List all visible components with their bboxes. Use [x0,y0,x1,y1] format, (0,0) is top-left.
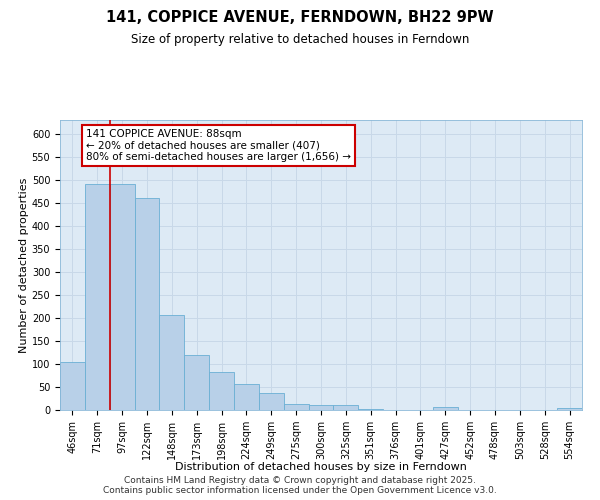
Bar [110,184,134,410]
Bar [134,198,160,410]
Bar [184,355,209,410]
Text: Size of property relative to detached houses in Ferndown: Size of property relative to detached ho… [131,32,469,46]
Text: Contains HM Land Registry data © Crown copyright and database right 2025.
Contai: Contains HM Land Registry data © Crown c… [103,476,497,495]
Bar [60,362,85,410]
Text: 141 COPPICE AVENUE: 88sqm
← 20% of detached houses are smaller (407)
80% of semi: 141 COPPICE AVENUE: 88sqm ← 20% of detac… [86,128,351,162]
Y-axis label: Number of detached properties: Number of detached properties [19,178,29,352]
Bar [160,314,184,410]
Bar [209,372,234,410]
Bar [557,408,582,410]
Bar [334,406,358,410]
X-axis label: Distribution of detached houses by size in Ferndown: Distribution of detached houses by size … [175,462,467,472]
Bar [85,184,110,410]
Bar [433,407,458,410]
Bar [358,408,383,410]
Bar [234,384,259,410]
Bar [284,404,308,410]
Bar [308,406,334,410]
Bar [259,392,284,410]
Text: 141, COPPICE AVENUE, FERNDOWN, BH22 9PW: 141, COPPICE AVENUE, FERNDOWN, BH22 9PW [106,10,494,25]
